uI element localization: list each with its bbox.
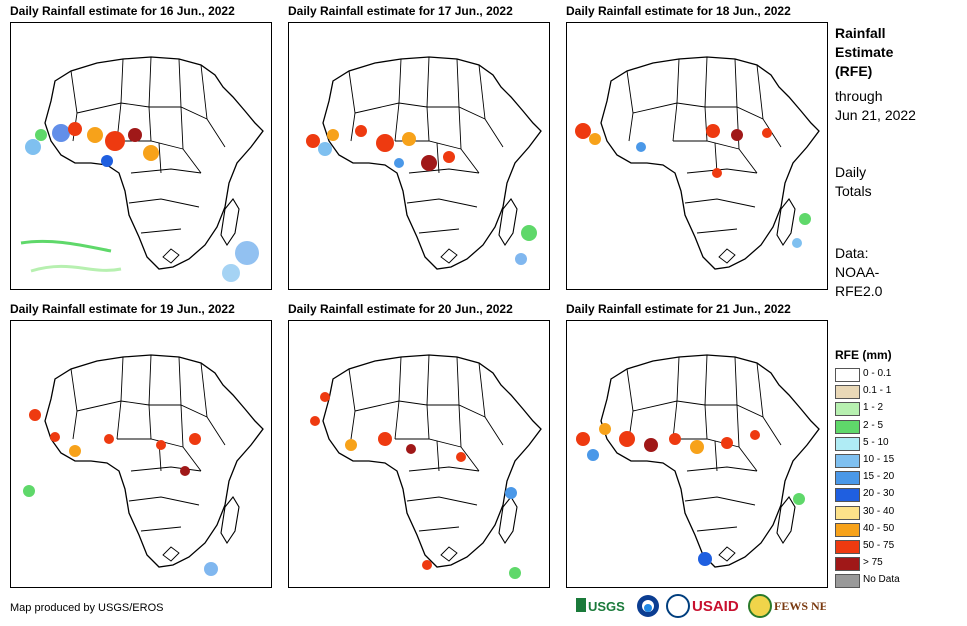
legend-label: 30 - 40	[863, 505, 895, 517]
rain-overlay	[306, 125, 537, 265]
legend-swatch	[835, 368, 860, 382]
fewsnet-text: FEWS NET	[774, 599, 826, 613]
sidebar-title-line: Estimate	[835, 44, 894, 60]
legend-label: No Data	[863, 574, 900, 586]
sidebar-title-line: Rainfall	[835, 25, 886, 41]
totals-label: Totals	[835, 183, 872, 199]
panel-title: Daily Rainfall estimate for 16 Jun., 202…	[10, 4, 235, 18]
sidebar-data: Data: NOAA- RFE2.0	[835, 244, 882, 301]
through-label: through	[835, 88, 883, 104]
daily-label: Daily	[835, 164, 867, 180]
rainfall-map	[10, 320, 272, 588]
legend-swatch	[835, 436, 860, 451]
legend-label: 0 - 0.1	[863, 368, 892, 379]
rainfall-map	[10, 22, 272, 290]
rain-overlay	[576, 423, 805, 566]
legend-swatch	[835, 419, 860, 434]
legend-label: 0.1 - 1	[863, 385, 892, 397]
through-date: Jun 21, 2022	[835, 107, 916, 123]
data-source-2: RFE2.0	[835, 283, 883, 299]
rain-overlay	[20, 122, 259, 282]
legend-swatch	[835, 522, 860, 537]
legend-label: 40 - 50	[863, 522, 895, 534]
noaa-logo	[637, 595, 659, 617]
legend-swatch	[835, 505, 860, 520]
data-label: Data:	[835, 245, 869, 261]
legend-swatch	[835, 471, 860, 486]
legend-swatch	[835, 385, 860, 400]
usgs-text: USGS	[588, 599, 625, 614]
legend-label: 15 - 20	[863, 471, 895, 483]
legend-swatch	[835, 454, 860, 468]
legend-swatch	[835, 402, 860, 417]
legend-label: 2 - 5	[863, 419, 884, 431]
rain-overlay	[575, 123, 811, 248]
rainfall-map	[566, 320, 828, 588]
sidebar-title: Rainfall Estimate (RFE)	[835, 24, 893, 81]
panel-title: Daily Rainfall estimate for 20 Jun., 202…	[288, 302, 513, 316]
legend-title: RFE (mm)	[835, 348, 892, 362]
sidebar-through: through Jun 21, 2022	[835, 87, 916, 125]
legend-label: > 75	[863, 557, 883, 569]
usaid-logo: USAID	[666, 594, 739, 618]
legend-swatch	[835, 488, 860, 503]
credit-text: Map produced by USGS/EROS	[10, 602, 164, 614]
fewsnet-logo: FEWS NET	[748, 594, 836, 618]
rainfall-map	[288, 320, 550, 588]
legend-label: 50 - 75	[863, 540, 895, 551]
sidebar-title-line: (RFE)	[835, 63, 873, 79]
panel-title: Daily Rainfall estimate for 18 Jun., 202…	[566, 4, 791, 18]
legend-swatch	[835, 574, 860, 589]
legend-label: 1 - 2	[863, 402, 884, 414]
panel-title: Daily Rainfall estimate for 17 Jun., 202…	[288, 4, 513, 18]
legend-label: 10 - 15	[863, 454, 895, 465]
sidebar-daily: Daily Totals	[835, 163, 872, 201]
usaid-text: USAID	[692, 598, 739, 615]
panel-title: Daily Rainfall estimate for 21 Jun., 202…	[566, 302, 791, 316]
logos: USGS USAID FEWS NET	[576, 592, 836, 620]
legend-label: 20 - 30	[863, 488, 895, 500]
rainfall-map	[288, 22, 550, 290]
legend-swatch	[835, 557, 860, 572]
rain-overlay	[23, 409, 218, 576]
usgs-logo: USGS	[576, 598, 625, 614]
rain-overlay	[310, 392, 521, 579]
panel-title: Daily Rainfall estimate for 19 Jun., 202…	[10, 302, 235, 316]
legend-label: 5 - 10	[863, 436, 889, 448]
rainfall-map	[566, 22, 828, 290]
data-source-1: NOAA-	[835, 264, 880, 280]
legend-swatch	[835, 540, 860, 554]
